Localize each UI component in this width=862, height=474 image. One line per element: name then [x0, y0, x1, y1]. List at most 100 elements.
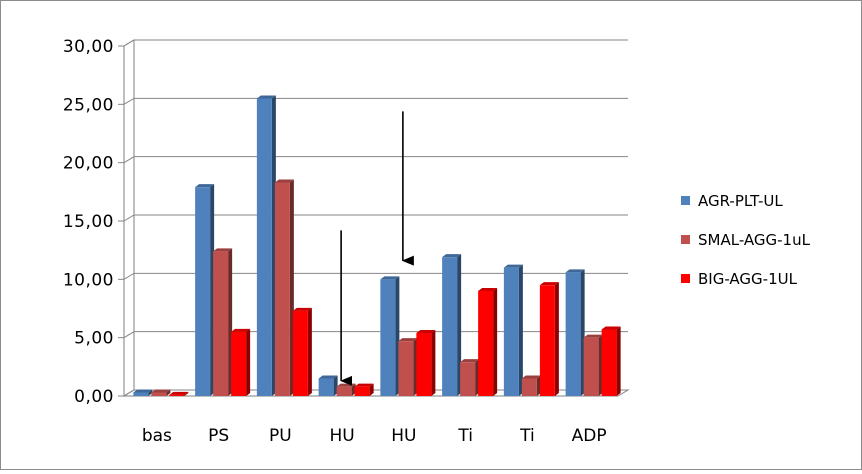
bar [398, 338, 418, 396]
y-axis-tick-labels: 0,00 5,00 10,00 15,00 20,00 25,00 30,00 [63, 37, 114, 407]
bar [133, 389, 153, 396]
bar-front [380, 279, 396, 396]
bar-top [565, 269, 585, 273]
bar-top [460, 359, 480, 363]
bar [539, 282, 559, 396]
y-tick-label: 15,00 [63, 212, 114, 232]
gridline [123, 331, 628, 339]
bar-front [133, 392, 149, 396]
bar-front [416, 333, 432, 396]
bar [213, 248, 233, 396]
bar-side [166, 389, 171, 396]
bar-front [336, 386, 352, 396]
bar-front [442, 257, 458, 396]
bar [460, 359, 480, 396]
bar [318, 375, 338, 396]
bar [354, 383, 374, 396]
bar-side [307, 307, 312, 396]
annotation-arrows [340, 111, 414, 386]
bar-top [583, 334, 603, 338]
bar-top [292, 307, 312, 311]
bar-front [151, 392, 167, 396]
bar-front [274, 182, 290, 396]
legend: AGR-PLT-UL SMAL-AGG-1uL BIG-AGG-1UL [681, 192, 811, 288]
bar-side [616, 326, 621, 396]
bar-side [246, 328, 251, 396]
x-tick-label: ADP [572, 426, 607, 446]
bar [195, 184, 215, 396]
bar-side [369, 383, 374, 396]
legend-swatch [681, 274, 690, 283]
bar-front [398, 341, 414, 396]
bar-top [151, 389, 171, 393]
bar-side [184, 391, 189, 396]
bar [565, 269, 585, 396]
bar-top [169, 391, 189, 395]
y-tick-label: 10,00 [63, 270, 114, 290]
bar-front [521, 378, 537, 396]
bar [478, 288, 498, 396]
bar-top [354, 383, 374, 387]
bar [601, 326, 621, 396]
bar-front [195, 187, 211, 396]
bar-top [601, 326, 621, 330]
gridline [123, 39, 628, 47]
bar-side [518, 264, 523, 396]
bar [442, 254, 462, 396]
bar-top [398, 338, 418, 342]
bar [336, 383, 356, 396]
bar [292, 307, 312, 396]
bar-top [380, 276, 400, 280]
bar [416, 330, 436, 396]
bar-top [478, 288, 498, 291]
bar-top [133, 389, 153, 393]
bar-front [318, 378, 334, 396]
bar-top [416, 330, 436, 333]
bar-top [318, 375, 338, 379]
gridline [123, 156, 628, 164]
bar-front [460, 362, 476, 396]
x-tick-label: HU [330, 426, 355, 446]
bar-side [457, 254, 462, 396]
bar-front [478, 291, 494, 396]
bar-top [539, 282, 559, 286]
y-tick-label: 25,00 [63, 95, 114, 115]
bar-top [256, 95, 276, 99]
x-tick-label: PU [269, 426, 292, 446]
bar-front [231, 331, 247, 396]
bar-front [256, 98, 272, 396]
x-tick-label: Ti [457, 426, 473, 446]
bar [521, 375, 541, 396]
bar-top [521, 375, 541, 379]
bar-top [503, 264, 523, 268]
bar-top [274, 179, 294, 183]
x-tick-label: HU [391, 426, 416, 446]
gridline [123, 97, 628, 105]
bar-top [442, 254, 462, 258]
bar-front [354, 386, 370, 396]
bar-top [213, 248, 233, 252]
bar-front [583, 337, 599, 396]
x-axis-tick-labels: bas PS PU HU HU Ti Ti ADP [142, 426, 607, 446]
bar-front [503, 267, 519, 396]
legend-swatch [681, 196, 690, 205]
bar [256, 95, 276, 396]
legend-label: SMAL-AGG-1uL [698, 231, 811, 249]
y-tick-label: 5,00 [74, 329, 114, 349]
bar-front [539, 285, 555, 396]
legend-label: AGR-PLT-UL [698, 192, 783, 210]
bar [380, 276, 400, 396]
bar-side [431, 330, 436, 396]
bar [503, 264, 523, 396]
bar-side [554, 282, 559, 396]
x-tick-label: PS [208, 426, 229, 446]
bar-front [213, 251, 229, 396]
legend-label: BIG-AGG-1UL [698, 270, 798, 288]
bars [133, 95, 621, 396]
legend-swatch [681, 235, 690, 244]
gridline [123, 214, 628, 222]
bar-front [169, 394, 185, 396]
y-tick-label: 0,00 [74, 387, 114, 407]
